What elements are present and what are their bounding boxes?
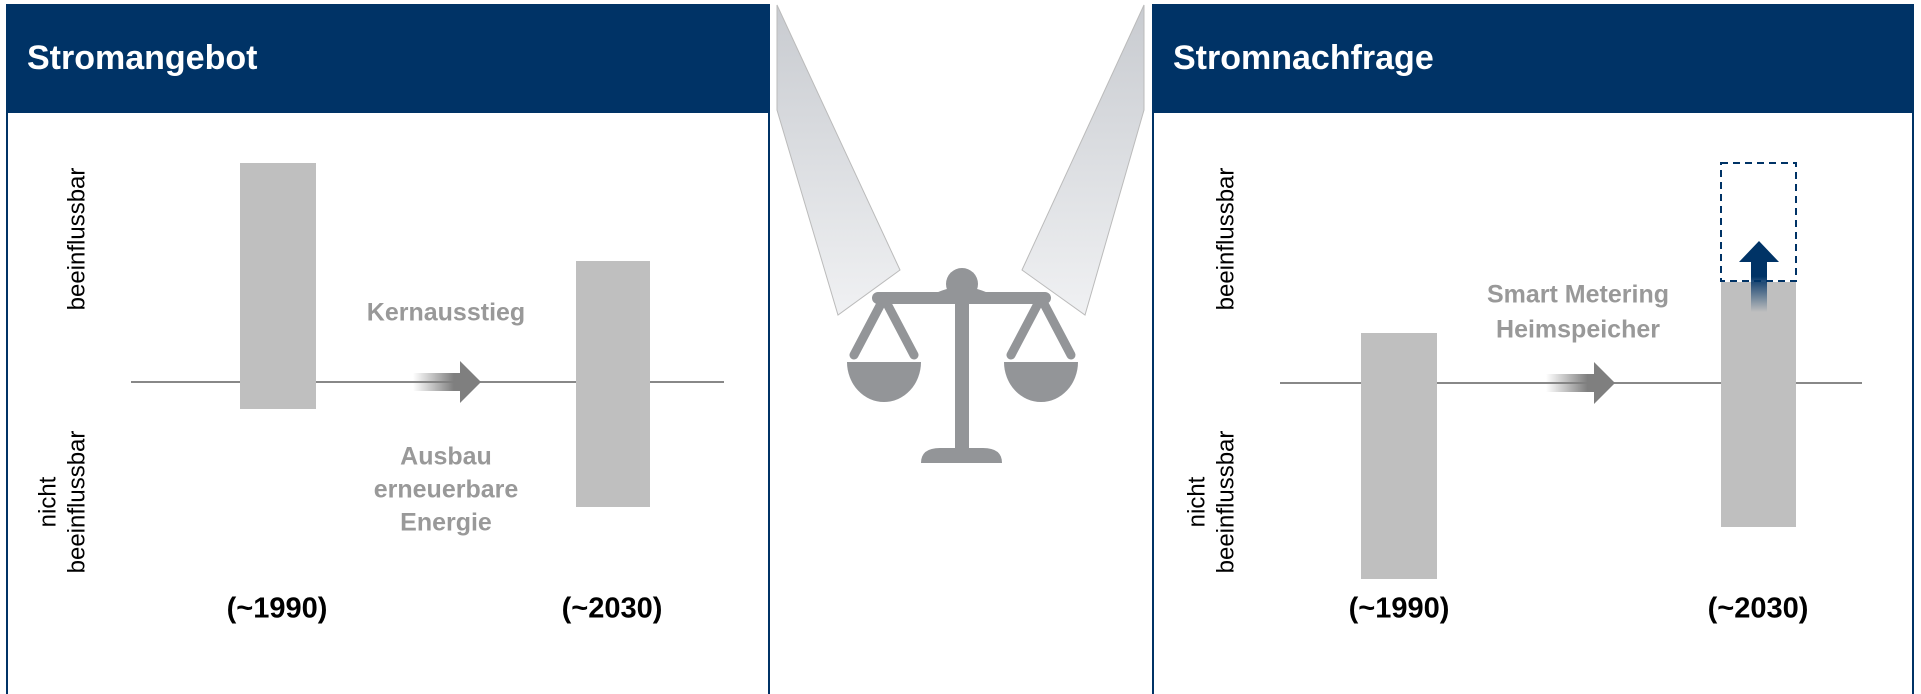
panel-header	[1153, 5, 1913, 113]
bar	[1721, 282, 1796, 527]
lower-label: beeinflussbar	[63, 431, 90, 574]
period: (~2030)	[562, 593, 663, 625]
panel-header	[7, 5, 769, 113]
bar	[240, 163, 316, 409]
lower-label: nicht	[1183, 476, 1210, 527]
note: Energie	[400, 509, 492, 537]
bar	[1361, 333, 1437, 579]
supply-panel: Stromangebot beeinflussbar nicht beeinfl…	[6, 4, 770, 694]
up-arrow	[1739, 241, 1779, 312]
note: Smart Metering	[1487, 281, 1669, 309]
upper-label: beeinflussbar	[1212, 168, 1239, 311]
panel-title: Stromangebot	[27, 39, 257, 77]
period: (~1990)	[1349, 593, 1450, 625]
note: Kernausstieg	[367, 299, 525, 327]
balance-scale	[776, 4, 1145, 463]
lower-label: nicht	[34, 476, 61, 527]
period: (~1990)	[227, 593, 328, 625]
note: erneuerbare	[374, 476, 519, 504]
arrow	[1546, 362, 1615, 404]
demand-panel: Stromnachfrage beeinflussbar nicht beein…	[1152, 4, 1914, 694]
note: Heimspeicher	[1496, 316, 1660, 344]
upper-label: beeinflussbar	[63, 168, 90, 311]
note: Ausbau	[400, 443, 492, 471]
panel-title: Stromnachfrage	[1173, 39, 1434, 77]
lower-label: beeinflussbar	[1212, 431, 1239, 574]
period: (~2030)	[1708, 593, 1809, 625]
bar	[576, 261, 650, 507]
arrow	[413, 361, 481, 403]
